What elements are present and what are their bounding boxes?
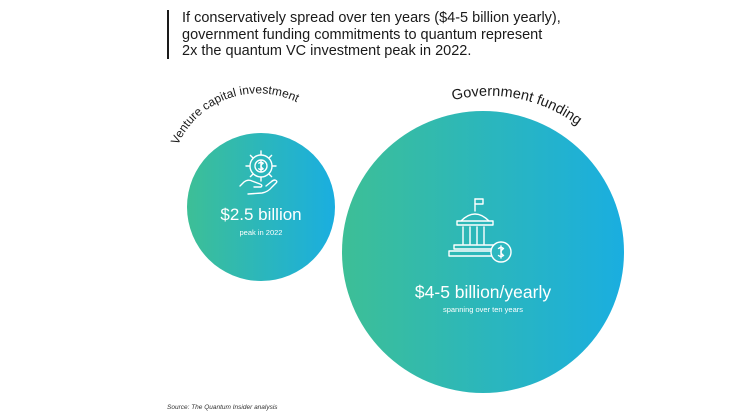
intro-line: If conservatively spread over ten years …	[182, 10, 561, 26]
intro-line: 2x the quantum VC investment peak in 202…	[182, 43, 472, 59]
government-funding-subtext: spanning over ten years	[442, 305, 524, 314]
government-funding-circle	[342, 111, 624, 393]
gear-hand-dollar-icon	[239, 150, 278, 195]
venture-capital-circle	[187, 133, 335, 281]
venture-capital-subtext: peak in 2022	[239, 228, 283, 237]
venture-capital-value: $2.5 billion	[220, 205, 302, 224]
intro-line: government funding commitments to quantu…	[182, 26, 543, 43]
intro-accent-bar	[167, 10, 169, 59]
source-note: Source: The Quantum Insider analysis	[167, 404, 278, 411]
government-funding-value: $4-5 billion/yearly	[414, 282, 552, 302]
intro-text: If conservatively spread over ten years …	[182, 10, 602, 60]
government-building-dollar-icon	[448, 198, 512, 263]
